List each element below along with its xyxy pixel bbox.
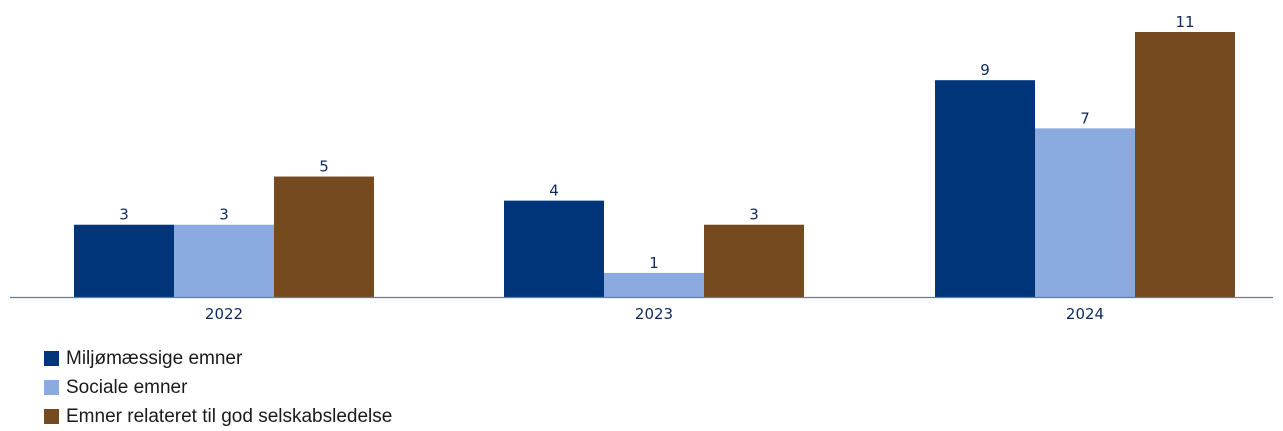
value-label-2024-series-1: 7 [1080, 109, 1090, 127]
bar-2024-series-0 [935, 80, 1035, 297]
value-labels-layer: 3 3 5 4 1 3 9 7 11 [119, 13, 1194, 272]
bar-2023-series-2 [704, 224, 804, 297]
legend-item-environmental: Miljømæssige emner [44, 344, 392, 373]
legend-swatch-environmental [44, 351, 59, 366]
legend-label-social: Sociale emner [66, 376, 188, 398]
x-tick-labels-layer: 2022 2023 2024 [205, 305, 1104, 323]
bar-2023-series-1 [604, 272, 704, 297]
legend-item-social: Sociale emner [44, 373, 392, 402]
legend-swatch-social [44, 380, 59, 395]
legend: Miljømæssige emner Sociale emner Emner r… [44, 344, 392, 431]
value-label-2022-series-2: 5 [319, 158, 329, 176]
value-label-2022-series-1: 3 [219, 206, 229, 224]
legend-label-environmental: Miljømæssige emner [66, 347, 243, 369]
bar-2024-series-1 [1035, 128, 1135, 297]
bar-2024-series-2 [1135, 32, 1235, 297]
bars-layer [74, 32, 1235, 297]
bar-2022-series-2 [274, 176, 374, 297]
x-tick-label-2024: 2024 [1066, 305, 1104, 323]
bar-2022-series-0 [74, 224, 174, 297]
value-label-2023-series-1: 1 [649, 254, 659, 272]
legend-item-governance: Emner relateret til god selskabsledelse [44, 402, 392, 431]
bar-2022-series-1 [174, 224, 274, 297]
value-label-2024-series-0: 9 [980, 61, 990, 79]
value-label-2024-series-2: 11 [1175, 13, 1194, 31]
legend-label-governance: Emner relateret til god selskabsledelse [66, 405, 393, 427]
bar-2023-series-0 [504, 200, 604, 297]
value-label-2023-series-2: 3 [749, 206, 759, 224]
bar-chart: 3 3 5 4 1 3 9 7 11 2022 2023 2024 [10, 13, 1273, 323]
value-label-2023-series-0: 4 [549, 182, 559, 200]
legend-swatch-governance [44, 409, 59, 424]
value-label-2022-series-0: 3 [119, 206, 129, 224]
x-tick-label-2023: 2023 [635, 305, 673, 323]
x-tick-label-2022: 2022 [205, 305, 243, 323]
